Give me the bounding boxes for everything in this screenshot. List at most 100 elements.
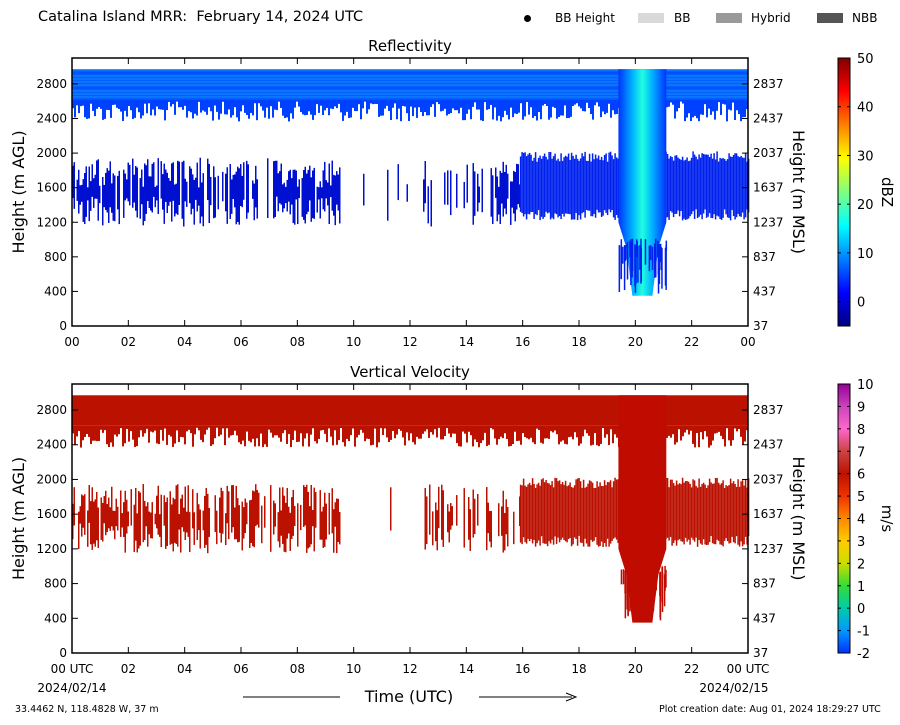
heatmap-cell: [744, 153, 747, 218]
heatmap-cell: [708, 425, 710, 448]
heatmap-cell: [73, 162, 75, 209]
heatmap-cell: [84, 494, 86, 535]
heatmap-cell: [205, 487, 207, 545]
heatmap-cell: [325, 180, 327, 199]
heatmap-cell: [584, 487, 586, 539]
heatmap-cell: [573, 158, 576, 220]
heatmap-cell: [182, 425, 184, 438]
heatmap-cell: [486, 99, 488, 110]
heatmap-cell: [162, 174, 164, 210]
heatmap-cell: [507, 173, 509, 199]
heatmap-cell: [552, 99, 554, 107]
y-right-tick-label: 37: [753, 646, 768, 660]
heatmap-cell: [539, 485, 541, 546]
heatmap-cell: [170, 425, 172, 437]
heatmap-cell: [72, 84, 748, 86]
heatmap-cell: [273, 500, 275, 535]
heatmap-cell: [414, 99, 416, 108]
heatmap-cell: [154, 186, 156, 208]
heatmap-cell: [186, 181, 188, 207]
heatmap-cell: [659, 571, 662, 621]
heatmap-cell: [144, 425, 146, 434]
heatmap-cell: [90, 425, 92, 445]
heatmap-cell: [554, 425, 556, 431]
heatmap-cell: [220, 99, 222, 114]
heatmap-cell: [570, 425, 572, 437]
heatmap-cell: [426, 496, 428, 545]
heatmap-cell: [506, 99, 508, 115]
heatmap-cell: [729, 156, 732, 221]
heatmap-cell: [463, 181, 465, 209]
heatmap-cell: [139, 492, 141, 546]
y-right-tick-label: 2837: [753, 77, 784, 91]
heatmap-cell: [520, 99, 522, 104]
heatmap-cell: [567, 485, 570, 540]
heatmap-cell: [466, 425, 468, 443]
heatmap-cell: [128, 99, 130, 107]
heatmap-cell: [226, 99, 228, 115]
heatmap-cell: [681, 477, 684, 542]
heatmap-cell: [554, 99, 556, 108]
heatmap-cell: [501, 506, 503, 536]
heatmap-cell: [128, 425, 130, 442]
heatmap-cell: [598, 425, 600, 447]
heatmap-cell: [177, 484, 179, 547]
heatmap-cell: [274, 425, 276, 436]
heatmap-cell: [192, 174, 194, 209]
heatmap-cell: [710, 153, 712, 218]
heatmap-cell: [615, 157, 618, 216]
heatmap-cell: [384, 99, 386, 109]
heatmap-cell: [434, 425, 436, 430]
heatmap-cell: [174, 499, 176, 543]
heatmap-cell: [424, 161, 426, 204]
heatmap-cell: [360, 425, 362, 430]
heatmap-cell: [504, 513, 506, 551]
heatmap-cell: [454, 425, 456, 434]
heatmap-cell: [241, 501, 243, 551]
heatmap-cell: [574, 425, 576, 433]
heatmap-cell: [508, 425, 510, 447]
heatmap-cell: [701, 484, 703, 545]
heatmap-cell: [674, 485, 676, 541]
heatmap-cell: [672, 99, 674, 105]
heatmap-cell: [278, 99, 280, 102]
heatmap-cell: [262, 425, 264, 448]
heatmap-cell: [160, 425, 162, 430]
heatmap-cell: [705, 154, 708, 218]
heatmap-cell: [158, 425, 160, 445]
heatmap-cell: [246, 160, 248, 219]
heatmap-cell: [665, 569, 667, 588]
heatmap-cell: [151, 163, 153, 213]
heatmap-cell: [594, 487, 597, 538]
heatmap-cell: [360, 99, 362, 120]
heatmap-cell: [689, 483, 691, 545]
heatmap-cell: [706, 425, 708, 437]
heatmap-cell: [378, 99, 380, 117]
heatmap-cell: [716, 477, 718, 540]
heatmap-cell: [524, 152, 526, 215]
heatmap-cell: [206, 425, 208, 430]
heatmap-cell: [560, 99, 562, 116]
heatmap-cell: [318, 187, 320, 200]
heatmap-cell: [114, 425, 116, 435]
heatmap-cell: [574, 99, 576, 105]
heatmap-cell: [370, 99, 372, 104]
heatmap-cell: [514, 171, 516, 222]
heatmap-cell: [572, 155, 574, 220]
heatmap-cell: [386, 99, 388, 106]
heatmap-cell: [150, 99, 152, 116]
heatmap-cell: [486, 425, 488, 447]
heatmap-cell: [98, 425, 100, 441]
heatmap-cell: [426, 425, 428, 430]
heatmap-cell: [462, 425, 464, 432]
heatmap-cell: [492, 175, 494, 224]
heatmap-cell: [477, 173, 479, 212]
heatmap-cell: [250, 499, 252, 544]
heatmap-cell: [456, 173, 458, 208]
heatmap-cell: [740, 481, 742, 542]
heatmap-cell: [133, 504, 135, 552]
heatmap-cell: [498, 425, 500, 440]
heatmap-cell: [136, 99, 138, 108]
heatmap-cell: [527, 484, 529, 539]
